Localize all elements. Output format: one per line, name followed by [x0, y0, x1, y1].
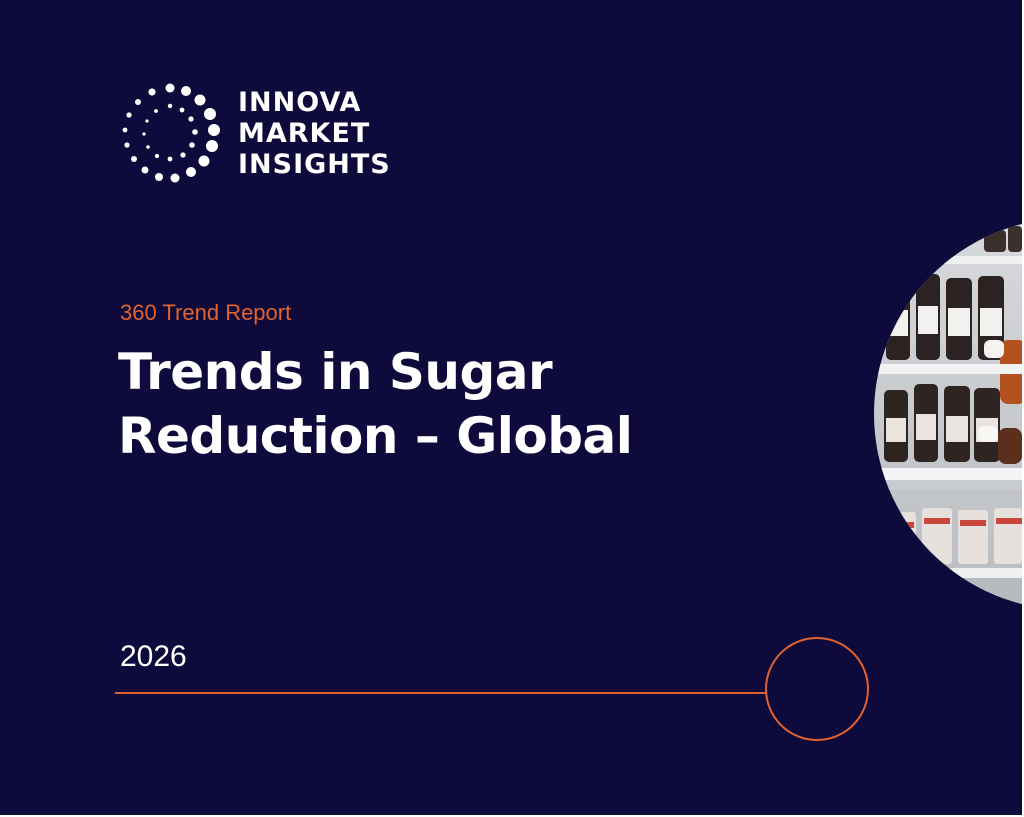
accent-rule: [115, 692, 766, 694]
report-label: 360 Trend Report: [120, 300, 292, 325]
logo-line: INSIGHTS: [238, 149, 391, 180]
logo-wordmark: INNOVA MARKET INSIGHTS: [238, 87, 391, 180]
report-title: Trends in Sugar Reduction – Global: [118, 340, 633, 468]
dotted-ring-logo-icon: [122, 83, 220, 183]
title-line: Trends in Sugar: [118, 343, 553, 401]
accent-circle: [765, 637, 869, 741]
innova-logo: INNOVA MARKET INSIGHTS: [118, 82, 408, 192]
logo-line: MARKET: [238, 118, 371, 149]
report-year: 2026: [120, 640, 187, 673]
logo-line: INNOVA: [238, 87, 362, 118]
title-line: Reduction – Global: [118, 407, 633, 465]
supermarket-shelf-photo: [874, 222, 1022, 606]
